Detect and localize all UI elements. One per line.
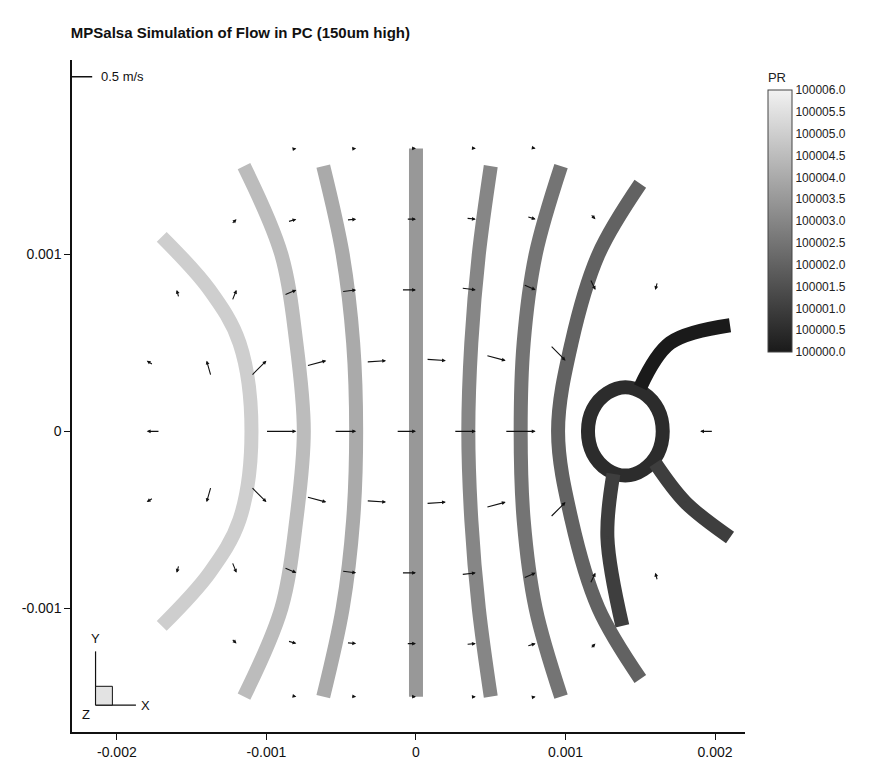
svg-text:PR: PR <box>768 70 786 85</box>
svg-text:Y: Y <box>91 631 100 646</box>
svg-text:100004.5: 100004.5 <box>795 149 845 163</box>
svg-text:MPSalsa Simulation of Flow in: MPSalsa Simulation of Flow in PC (150um … <box>71 24 410 41</box>
svg-text:100000.5: 100000.5 <box>795 323 845 337</box>
svg-text:-0.001: -0.001 <box>22 600 62 616</box>
svg-text:0: 0 <box>412 744 420 760</box>
svg-text:0.5 m/s: 0.5 m/s <box>101 69 144 84</box>
svg-text:0: 0 <box>54 423 62 439</box>
svg-text:0.002: 0.002 <box>698 744 733 760</box>
svg-text:100001.0: 100001.0 <box>795 302 845 316</box>
svg-text:Z: Z <box>82 707 90 722</box>
svg-text:0.001: 0.001 <box>548 744 583 760</box>
svg-text:X: X <box>141 698 150 713</box>
svg-text:100003.0: 100003.0 <box>795 214 845 228</box>
svg-text:100005.5: 100005.5 <box>795 105 845 119</box>
svg-text:-0.001: -0.001 <box>247 744 287 760</box>
svg-text:100000.0: 100000.0 <box>795 345 845 359</box>
svg-text:100002.0: 100002.0 <box>795 258 845 272</box>
svg-text:100001.5: 100001.5 <box>795 280 845 294</box>
svg-text:100003.5: 100003.5 <box>795 192 845 206</box>
svg-text:100004.0: 100004.0 <box>795 171 845 185</box>
svg-text:100005.0: 100005.0 <box>795 127 845 141</box>
svg-text:100002.5: 100002.5 <box>795 236 845 250</box>
svg-text:100006.0: 100006.0 <box>795 83 845 97</box>
svg-text:-0.002: -0.002 <box>97 744 137 760</box>
svg-text:0.001: 0.001 <box>26 246 61 262</box>
